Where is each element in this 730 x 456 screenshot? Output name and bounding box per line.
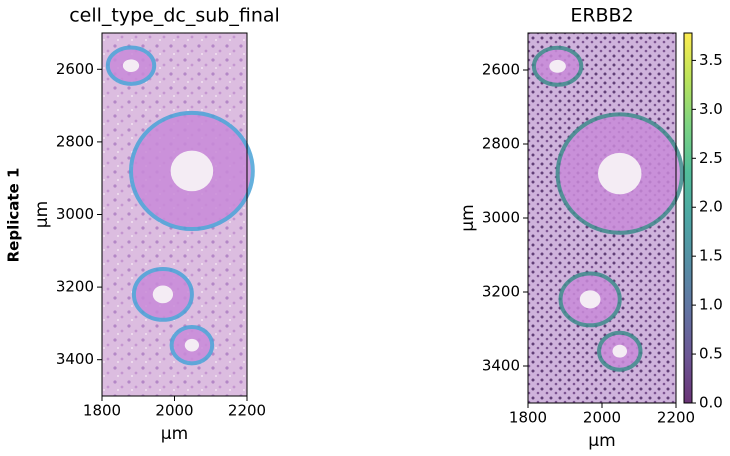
y-tick-label: 2800 xyxy=(482,135,520,153)
chart-title: ERBB2 xyxy=(570,5,633,27)
colorbar-tick-label: 0.5 xyxy=(699,345,723,363)
x-tick-label: 1800 xyxy=(509,409,547,427)
y-tick-label: 3200 xyxy=(482,283,520,301)
tissue-lumen xyxy=(152,285,174,304)
chart-title: cell_type_dc_sub_final xyxy=(69,5,280,27)
colorbar-tick-label: 3.0 xyxy=(699,100,723,118)
x-tick-label: 1800 xyxy=(83,402,121,420)
y-tick-label: 3000 xyxy=(482,209,520,227)
x-tick-label: 2000 xyxy=(583,409,621,427)
colorbar-tick-label: 2.5 xyxy=(699,149,723,167)
x-tick-label: 2000 xyxy=(155,402,193,420)
colorbar-frame xyxy=(683,32,693,404)
x-tick-label: 2200 xyxy=(228,402,266,420)
colorbar xyxy=(684,33,692,403)
tissue-lumen xyxy=(612,344,628,358)
x-axis-label: µm xyxy=(588,431,615,451)
y-tick-label: 3200 xyxy=(56,278,94,296)
colorbar-tick-label: 1.5 xyxy=(699,247,723,265)
y-tick-label: 3400 xyxy=(56,350,94,368)
x-tick-label: 2200 xyxy=(657,409,695,427)
colorbar-tick-label: 1.0 xyxy=(699,296,723,314)
tissue-lumen xyxy=(579,290,601,309)
tissue-lumen xyxy=(598,152,642,195)
y-tick-label: 2800 xyxy=(56,132,94,150)
y-tick-label: 2600 xyxy=(482,61,520,79)
tissue-lumen xyxy=(122,59,140,73)
tissue-lumen xyxy=(170,150,214,192)
colorbar-tick-label: 2.0 xyxy=(699,198,723,216)
row-label: Replicate 1 xyxy=(5,168,23,263)
y-tick-label: 2600 xyxy=(56,60,94,78)
x-axis-label: µm xyxy=(161,424,188,444)
tissue-lumen xyxy=(184,338,200,352)
y-tick-label: 3000 xyxy=(56,205,94,223)
colorbar-tick-label: 3.5 xyxy=(699,51,723,69)
colorbar-tick-label: 0.0 xyxy=(699,394,723,412)
y-tick-label: 3400 xyxy=(482,357,520,375)
tissue-lumen xyxy=(549,59,566,73)
y-axis-label: µm xyxy=(458,204,478,231)
y-axis-label: µm xyxy=(32,201,52,228)
